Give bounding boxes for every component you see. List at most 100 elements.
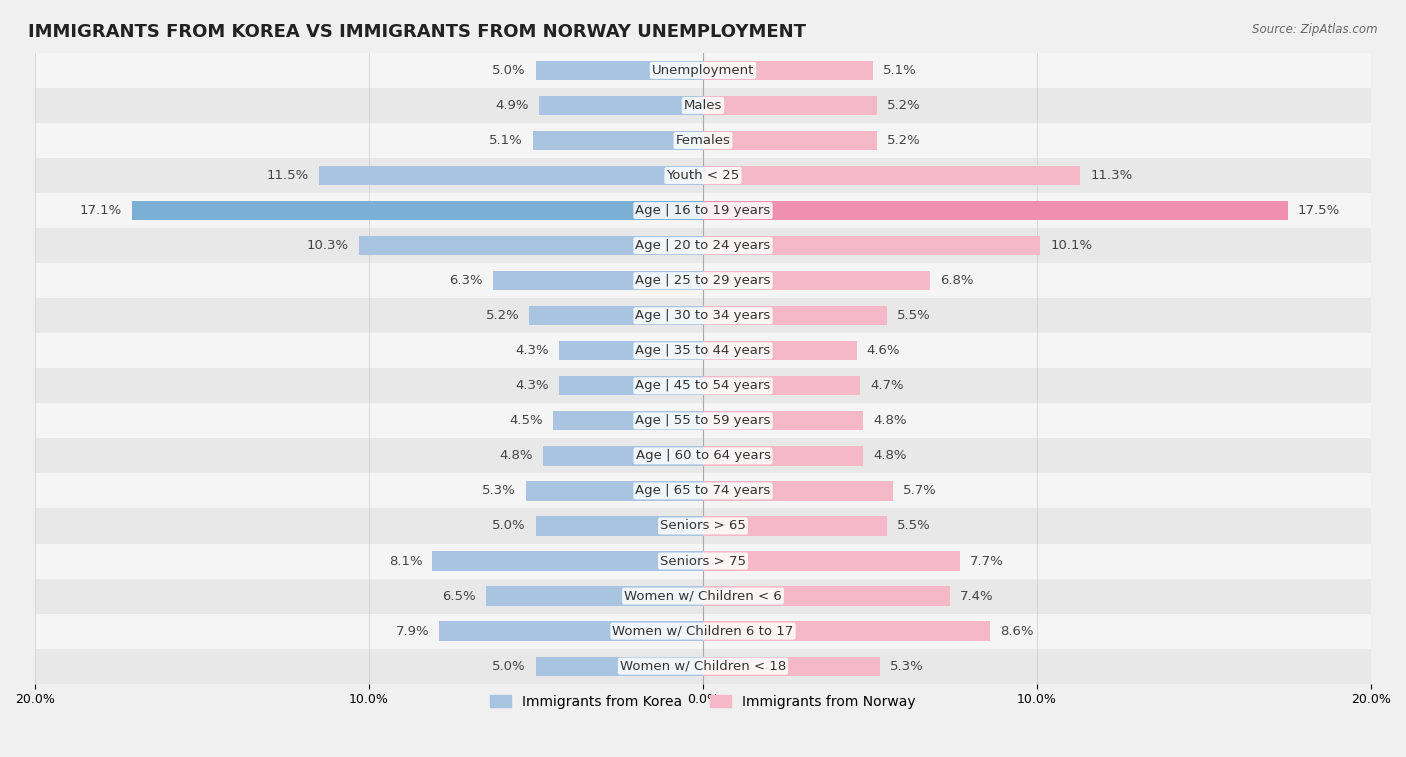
Text: 8.6%: 8.6% [1000,625,1033,637]
Text: 5.2%: 5.2% [485,309,519,322]
Bar [703,341,856,360]
Text: Seniors > 65: Seniors > 65 [659,519,747,532]
Text: 17.1%: 17.1% [80,204,122,217]
Text: Age | 30 to 34 years: Age | 30 to 34 years [636,309,770,322]
Text: Age | 16 to 19 years: Age | 16 to 19 years [636,204,770,217]
Text: Age | 55 to 59 years: Age | 55 to 59 years [636,414,770,428]
Bar [703,551,960,571]
Bar [703,446,863,466]
Bar [35,403,1371,438]
Bar [703,166,1080,185]
Text: Age | 45 to 54 years: Age | 45 to 54 years [636,379,770,392]
Text: 11.3%: 11.3% [1091,169,1133,182]
Bar [35,263,1371,298]
Bar [543,446,703,466]
Bar [703,481,893,500]
Text: 5.0%: 5.0% [492,64,526,77]
Bar [526,481,703,500]
Text: 5.7%: 5.7% [904,484,938,497]
Bar [529,306,703,326]
Text: 7.7%: 7.7% [970,555,1004,568]
Bar [703,587,950,606]
Text: Age | 35 to 44 years: Age | 35 to 44 years [636,344,770,357]
Text: Seniors > 75: Seniors > 75 [659,555,747,568]
Text: Males: Males [683,99,723,112]
Bar [703,271,931,290]
Text: 5.0%: 5.0% [492,659,526,673]
Bar [703,131,877,150]
Text: Source: ZipAtlas.com: Source: ZipAtlas.com [1253,23,1378,36]
Bar [35,614,1371,649]
Text: 10.1%: 10.1% [1050,239,1092,252]
Text: 5.3%: 5.3% [482,484,516,497]
Bar [703,621,990,640]
Bar [560,341,703,360]
Bar [35,53,1371,88]
Text: IMMIGRANTS FROM KOREA VS IMMIGRANTS FROM NORWAY UNEMPLOYMENT: IMMIGRANTS FROM KOREA VS IMMIGRANTS FROM… [28,23,806,41]
Text: 4.9%: 4.9% [496,99,529,112]
Text: Women w/ Children < 6: Women w/ Children < 6 [624,590,782,603]
Bar [703,306,887,326]
Text: 4.6%: 4.6% [866,344,900,357]
Text: 6.8%: 6.8% [941,274,974,287]
Bar [35,438,1371,473]
Bar [703,61,873,80]
Text: Women w/ Children < 18: Women w/ Children < 18 [620,659,786,673]
Text: 5.2%: 5.2% [887,134,921,147]
Text: 4.7%: 4.7% [870,379,904,392]
Text: Age | 60 to 64 years: Age | 60 to 64 years [636,450,770,463]
Text: 6.3%: 6.3% [449,274,482,287]
Text: 5.1%: 5.1% [883,64,917,77]
Bar [486,587,703,606]
Bar [536,656,703,676]
Text: 6.5%: 6.5% [443,590,475,603]
Text: Age | 65 to 74 years: Age | 65 to 74 years [636,484,770,497]
Text: 8.1%: 8.1% [389,555,422,568]
Bar [536,516,703,536]
Bar [433,551,703,571]
Bar [703,516,887,536]
Text: 5.3%: 5.3% [890,659,924,673]
Text: 7.9%: 7.9% [395,625,429,637]
Bar [35,578,1371,614]
Bar [703,201,1288,220]
Bar [703,656,880,676]
Bar [703,376,860,395]
Bar [560,376,703,395]
Text: 5.0%: 5.0% [492,519,526,532]
Text: 10.3%: 10.3% [307,239,349,252]
Bar [132,201,703,220]
Text: 4.8%: 4.8% [873,414,907,428]
Bar [533,131,703,150]
Bar [35,123,1371,158]
Bar [35,509,1371,544]
Text: 17.5%: 17.5% [1298,204,1340,217]
Bar [319,166,703,185]
Legend: Immigrants from Korea, Immigrants from Norway: Immigrants from Korea, Immigrants from N… [485,690,921,715]
Text: 5.1%: 5.1% [489,134,523,147]
Bar [35,193,1371,228]
Bar [536,61,703,80]
Bar [439,621,703,640]
Bar [35,228,1371,263]
Bar [35,298,1371,333]
Text: Age | 25 to 29 years: Age | 25 to 29 years [636,274,770,287]
Text: 7.4%: 7.4% [960,590,994,603]
Text: 4.3%: 4.3% [516,344,550,357]
Bar [35,333,1371,368]
Text: 5.5%: 5.5% [897,519,931,532]
Text: 4.8%: 4.8% [499,450,533,463]
Text: Unemployment: Unemployment [652,64,754,77]
Text: 4.8%: 4.8% [873,450,907,463]
Bar [703,236,1040,255]
Bar [35,88,1371,123]
Bar [553,411,703,431]
Bar [35,649,1371,684]
Bar [35,158,1371,193]
Text: 4.5%: 4.5% [509,414,543,428]
Bar [703,96,877,115]
Text: 11.5%: 11.5% [267,169,309,182]
Bar [35,544,1371,578]
Bar [35,368,1371,403]
Text: Women w/ Children 6 to 17: Women w/ Children 6 to 17 [613,625,793,637]
